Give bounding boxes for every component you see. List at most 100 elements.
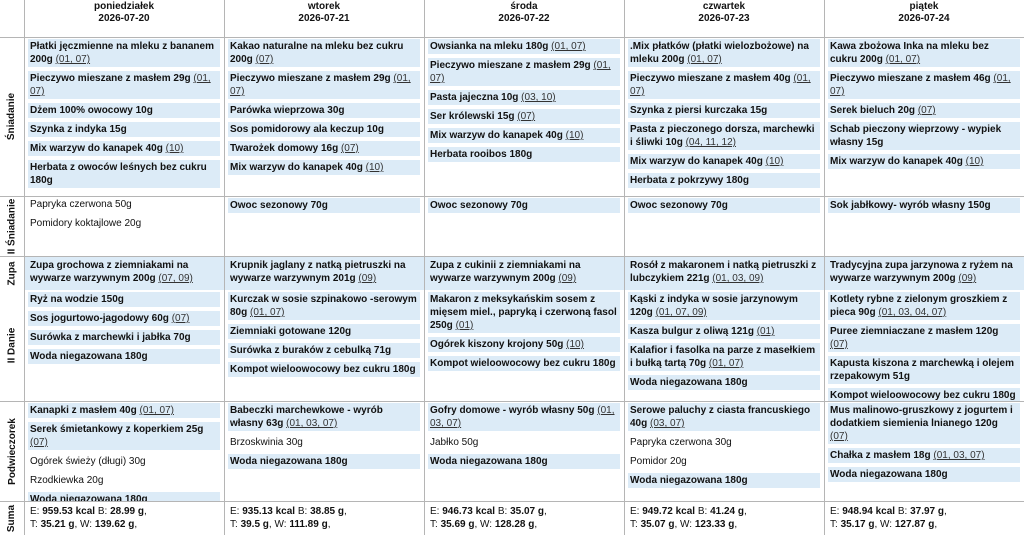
menu-item: Pieczywo mieszane z masłem 29g (01, 07) xyxy=(28,71,220,99)
menu-item: Tradycyjna zupa jarzynowa z ryżem na wyw… xyxy=(828,258,1020,286)
menu-item-text: Papryka czerwona 30g xyxy=(630,437,732,448)
day-name: czwartek xyxy=(702,1,746,12)
menu-item-text: Mix warzyw do kanapek 40g xyxy=(230,162,363,173)
allergen-codes: (01, 07) xyxy=(250,307,285,318)
menu-item-text: Pomidory koktajlowe 20g xyxy=(30,218,142,229)
menu-item-text: Pieczywo mieszane z masłem 29g xyxy=(430,60,591,71)
menu-item-text: Sos jogurtowo-jagodowy 60g xyxy=(30,313,169,324)
day-header-wed: środa 2026-07-22 xyxy=(424,0,624,38)
allergen-codes: (01, 07) xyxy=(55,54,91,65)
allergen-codes: (03, 07) xyxy=(650,418,685,429)
menu-item: Szynka z indyka 15g xyxy=(28,122,220,137)
row-label-ii-danie: II Danie xyxy=(6,327,18,364)
allergen-codes: (01, 03, 07) xyxy=(286,418,338,429)
day-name: wtorek xyxy=(307,1,341,12)
day-date: 2026-07-22 xyxy=(498,13,550,24)
menu-item: Gofry domowe - wyrób własny 50g (01, 03,… xyxy=(428,403,620,431)
menu-item-text: Kompot wieloowocowy bez cukru 180g xyxy=(230,364,416,375)
grid-line xyxy=(0,501,1024,502)
menu-item-text: Parówka wieprzowa 30g xyxy=(230,105,345,116)
allergen-codes: (07) xyxy=(830,339,848,350)
menu-item: Woda niegazowana 180g xyxy=(628,473,820,488)
day-date: 2026-07-20 xyxy=(98,13,150,24)
soup-cell: Rosół z makaronem i natką pietruszki z l… xyxy=(624,257,824,290)
afternoon-snack-cell: Babeczki marchewkowe - wyrób własny 63g … xyxy=(224,402,424,501)
menu-item: Woda niegazowana 180g xyxy=(628,375,820,390)
allergen-codes: (10) xyxy=(965,156,984,167)
menu-item-text: Ziemniaki gotowane 120g xyxy=(230,326,352,337)
menu-item-text: Rosół z makaronem i natką pietruszki z l… xyxy=(630,260,817,284)
allergen-codes: (07) xyxy=(171,313,190,324)
allergen-codes: (01, 07) xyxy=(630,73,811,97)
menu-item-text: Kompot wieloowocowy bez cukru 180g xyxy=(830,390,1016,401)
menu-item-text: Babeczki marchewkowe - wyrób własny 63g xyxy=(230,405,383,429)
menu-item: Zupa grochowa z ziemniakami na wywarze w… xyxy=(28,258,220,286)
menu-item: Ziemniaki gotowane 120g xyxy=(228,324,420,339)
day-name: środa xyxy=(510,1,538,12)
row-label-ii-sniadanie: II Śniadanie xyxy=(6,198,18,254)
menu-item: Mix warzyw do kanapek 40g (10) xyxy=(828,154,1020,169)
menu-item-text: Ogórek świeży (długi) 30g xyxy=(30,456,146,467)
menu-item: Makaron z meksykańskim sosem z mięsem mi… xyxy=(428,292,620,333)
menu-item: Mix warzyw do kanapek 40g (10) xyxy=(428,128,620,143)
menu-item-text: Kąski z indyka w sosie jarzynowym 120g xyxy=(630,294,798,318)
menu-item-text: Owsianka na mleku 180g xyxy=(430,41,549,52)
menu-item-text: Zupa grochowa z ziemniakami na wywarze w… xyxy=(30,260,189,284)
menu-item: Dżem 100% owocowy 10g xyxy=(28,103,220,118)
day-date: 2026-07-24 xyxy=(898,13,950,24)
menu-item-text: Dżem 100% owocowy 10g xyxy=(30,105,153,116)
grid-line xyxy=(624,0,625,535)
menu-item: Kompot wieloowocowy bez cukru 180g xyxy=(828,388,1020,401)
menu-item: Parówka wieprzowa 30g xyxy=(228,103,420,118)
day-header-thu: czwartek 2026-07-23 xyxy=(624,0,824,38)
allergen-codes: (10) xyxy=(365,162,384,173)
menu-item: Ogórek świeży (długi) 30g xyxy=(28,454,220,469)
menu-item: Woda niegazowana 180g xyxy=(28,492,220,501)
menu-item-text: Serowe paluchy z ciasta francuskiego 40g xyxy=(630,405,811,429)
menu-item-text: Płatki jęczmienne na mleku z bananem 200… xyxy=(30,41,214,65)
soup-cell: Tradycyjna zupa jarzynowa z ryżem na wyw… xyxy=(824,257,1024,290)
menu-item: Krupnik jaglany z natką pietruszki na wy… xyxy=(228,258,420,286)
menu-item-text: Pasta jajeczna 10g xyxy=(430,92,519,103)
allergen-codes: (01, 07) xyxy=(687,54,722,65)
soup-cell: Krupnik jaglany z natką pietruszki na wy… xyxy=(224,257,424,290)
menu-item: Serek bieluch 20g (07) xyxy=(828,103,1020,118)
menu-item: Woda niegazowana 180g xyxy=(428,454,620,469)
menu-item: Kasza bulgur z oliwą 121g (01) xyxy=(628,324,820,339)
menu-item-text: Kasza bulgur z oliwą 121g xyxy=(630,326,754,337)
menu-item: Mix warzyw do kanapek 40g (10) xyxy=(28,141,220,156)
row-label-sniadanie: Śniadanie xyxy=(6,92,18,141)
allergen-codes: (01, 03, 07) xyxy=(430,405,615,429)
allergen-codes: (01, 07) xyxy=(430,60,611,84)
menu-item: Kompot wieloowocowy bez cukru 180g xyxy=(428,356,620,371)
menu-item: Płatki jęczmienne na mleku z bananem 200… xyxy=(28,39,220,67)
menu-item: Pasta jajeczna 10g (03, 10) xyxy=(428,90,620,105)
menu-item-text: Pieczywo mieszane z masłem 29g xyxy=(230,73,391,84)
sum-values: E: 959.53 kcal B: 28.99 g, T: 35.21 g, W:… xyxy=(30,506,147,530)
day-header-tue: wtorek 2026-07-21 xyxy=(224,0,424,38)
main-course-cell: Ryż na wodzie 150g Sos jogurtowo-jagodowy… xyxy=(24,291,224,401)
allergen-codes: (01, 03, 07) xyxy=(933,450,985,461)
menu-item: Woda niegazowana 180g xyxy=(28,349,220,364)
grid-line xyxy=(824,0,825,535)
sum-cell: E: 946.73 kcal B: 35.07 g, T: 35.69 g, W:… xyxy=(424,501,624,535)
menu-item: Pieczywo mieszane z masłem 46g (01, 07) xyxy=(828,71,1020,99)
menu-item-text: Tradycyjna zupa jarzynowa z ryżem na wyw… xyxy=(830,260,1013,284)
menu-item: Schab pieczony wieprzowy - wypiek własny… xyxy=(828,122,1020,150)
allergen-codes: (01) xyxy=(455,320,474,331)
menu-item-text: Kanapki z masłem 40g xyxy=(30,405,137,416)
menu-item: Herbata z pokrzywy 180g xyxy=(628,173,820,188)
row-label-zupa: Zupa xyxy=(6,261,18,285)
allergen-codes: (10) xyxy=(565,130,584,141)
menu-item: Kompot wieloowocowy bez cukru 180g xyxy=(228,362,420,377)
second-breakfast-cell: Sok jabłkowy- wyrób własny 150g xyxy=(824,197,1024,256)
menu-item-text: Ryż na wodzie 150g xyxy=(30,294,124,305)
menu-item: Pomidory koktajlowe 20g xyxy=(28,216,220,231)
allergen-codes: (09) xyxy=(958,273,977,284)
menu-item: Serek śmietankowy z koperkiem 25g (07) xyxy=(28,422,220,450)
allergen-codes: (01, 07, 09) xyxy=(655,307,707,318)
soup-cell: Zupa grochowa z ziemniakami na wywarze w… xyxy=(24,257,224,290)
menu-item: Rosół z makaronem i natką pietruszki z l… xyxy=(628,258,820,286)
second-breakfast-cell: Owoc sezonowy 70g xyxy=(424,197,624,256)
menu-item-text: Makaron z meksykańskim sosem z mięsem mi… xyxy=(430,294,617,331)
